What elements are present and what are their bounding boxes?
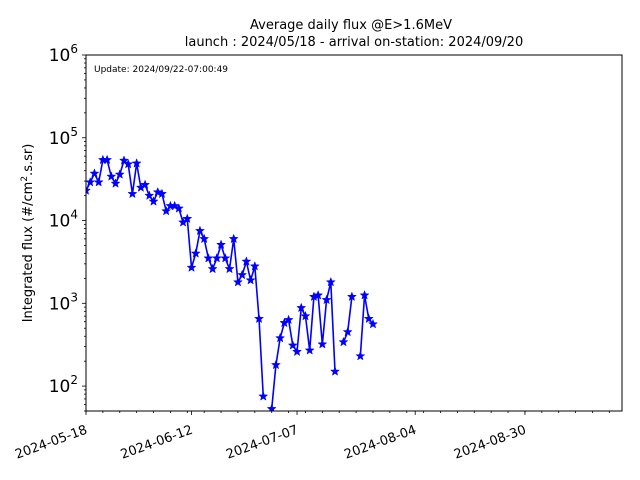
data-point [114, 169, 125, 179]
data-point [190, 248, 201, 258]
x-tick-label: 2024-08-04 [342, 423, 418, 463]
y-tick-label: 103 [49, 290, 78, 314]
data-point [275, 332, 286, 343]
data-point [296, 302, 307, 313]
data-point [253, 313, 265, 324]
x-axis: 2024-05-18 2024-06-12 2024-07-07 2024-08-04… [13, 411, 610, 463]
data-point [148, 196, 159, 206]
y-axis-label-tail: .s.sr) [21, 144, 36, 176]
data-point [140, 179, 151, 190]
data-point [86, 176, 96, 187]
y-tick-label: 105 [49, 125, 78, 149]
data-point [245, 274, 256, 285]
series-line [86, 159, 265, 397]
svg-text:Integrated flux (#/cm2.s.sr): Integrated flux (#/cm2.s.sr) [20, 144, 36, 323]
data-point [283, 314, 294, 325]
data-point [203, 252, 214, 263]
y-axis-label-main: Integrated flux (#/cm [21, 182, 36, 323]
x-tick-label: 2024-08-30 [452, 423, 528, 463]
data-point [106, 171, 117, 181]
y-tick-label: 102 [49, 373, 78, 397]
x-tick-label: 2024-06-12 [119, 423, 195, 463]
data-point [258, 391, 269, 401]
y-tick-label: 104 [49, 208, 78, 232]
data-point [93, 176, 104, 187]
data-point [152, 186, 163, 197]
data-point [161, 205, 172, 216]
data-point [123, 158, 134, 169]
data-point [89, 168, 100, 178]
update-annotation: Update: 2024/09/22-07:00:49 [94, 65, 228, 75]
data-point [86, 185, 92, 195]
plot-frame [85, 54, 623, 412]
data-point [300, 310, 311, 321]
data-point [363, 313, 374, 324]
y-axis: 102 103 104 105 106 [49, 42, 86, 412]
data-point [131, 158, 142, 168]
data-point [186, 262, 197, 272]
data-point [224, 263, 235, 274]
data-point [232, 276, 243, 287]
data-point [127, 188, 138, 199]
data-point [199, 233, 210, 244]
data-point [110, 178, 121, 188]
data-point [270, 359, 281, 370]
series-line [270, 281, 336, 409]
data-point [313, 289, 324, 300]
data-point [342, 326, 353, 337]
data-point [359, 289, 370, 300]
data-point [102, 154, 113, 165]
data-point [211, 252, 222, 263]
data-point [287, 340, 298, 350]
data-point [156, 188, 168, 199]
data-point [144, 190, 155, 200]
data-point [182, 213, 193, 224]
data-point [317, 338, 328, 349]
data-point [249, 260, 260, 271]
data-point [207, 263, 218, 274]
data-point [237, 269, 248, 280]
data-point [304, 345, 315, 355]
data-point [338, 336, 349, 347]
y-axis-label-sup: 2 [20, 176, 30, 182]
data-point [367, 318, 379, 329]
x-tick-label: 2024-07-07 [224, 423, 300, 463]
data-point [228, 233, 239, 244]
data-point [321, 294, 332, 305]
x-tick-label: 2024-05-18 [13, 423, 89, 463]
chart-subtitle: launch : 2024/05/18 - arrival on-station… [185, 35, 523, 50]
data-point [173, 203, 184, 213]
data-point [329, 366, 341, 376]
data-point [241, 256, 252, 266]
data-point [346, 291, 357, 302]
data-point [355, 350, 366, 361]
chart-title: Average daily flux @E>1.6MeV [250, 18, 452, 33]
y-axis-label: Integrated flux (#/cm2.s.sr) [20, 144, 36, 323]
data-point [169, 200, 180, 211]
plot-area [86, 154, 379, 411]
data-point [325, 276, 336, 287]
data-point [194, 225, 206, 236]
series-line [342, 296, 353, 343]
data-point [220, 252, 231, 263]
data-point [291, 346, 303, 357]
data-point [216, 239, 227, 250]
y-tick-label: 106 [49, 42, 78, 66]
